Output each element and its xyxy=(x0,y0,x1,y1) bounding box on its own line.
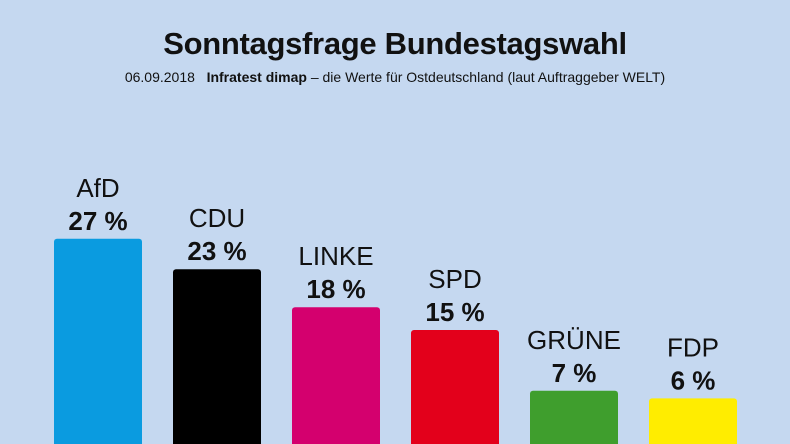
bar-cdu xyxy=(173,269,261,444)
category-label: AfD xyxy=(76,173,119,203)
poll-note: – die Werte für Ostdeutschland (laut Auf… xyxy=(310,69,666,85)
bar-linke xyxy=(292,307,380,444)
value-label: 23 % xyxy=(187,236,246,266)
value-label: 7 % xyxy=(552,358,597,388)
chart-title: Sonntagsfrage Bundestagswahl xyxy=(163,26,627,61)
bar-afd xyxy=(54,238,142,444)
bar-fdp xyxy=(649,398,737,444)
value-label: 18 % xyxy=(306,274,365,304)
poll-source: Infratest dimap xyxy=(206,69,307,85)
poll-date: 06.09.2018 xyxy=(124,69,195,85)
value-label: 27 % xyxy=(68,206,127,236)
category-label: FDP xyxy=(667,332,719,362)
bar-spd xyxy=(411,330,499,444)
value-label: 6 % xyxy=(671,365,716,395)
category-label: GRÜNE xyxy=(527,325,621,355)
value-label: 15 % xyxy=(425,297,484,327)
category-label: SPD xyxy=(428,264,481,294)
category-label: CDU xyxy=(189,203,245,233)
category-label: LINKE xyxy=(298,241,373,271)
chart-subtitle: 06.09.2018 Infratest dimap – die Werte f… xyxy=(0,69,790,85)
bar-grüne xyxy=(530,390,618,444)
